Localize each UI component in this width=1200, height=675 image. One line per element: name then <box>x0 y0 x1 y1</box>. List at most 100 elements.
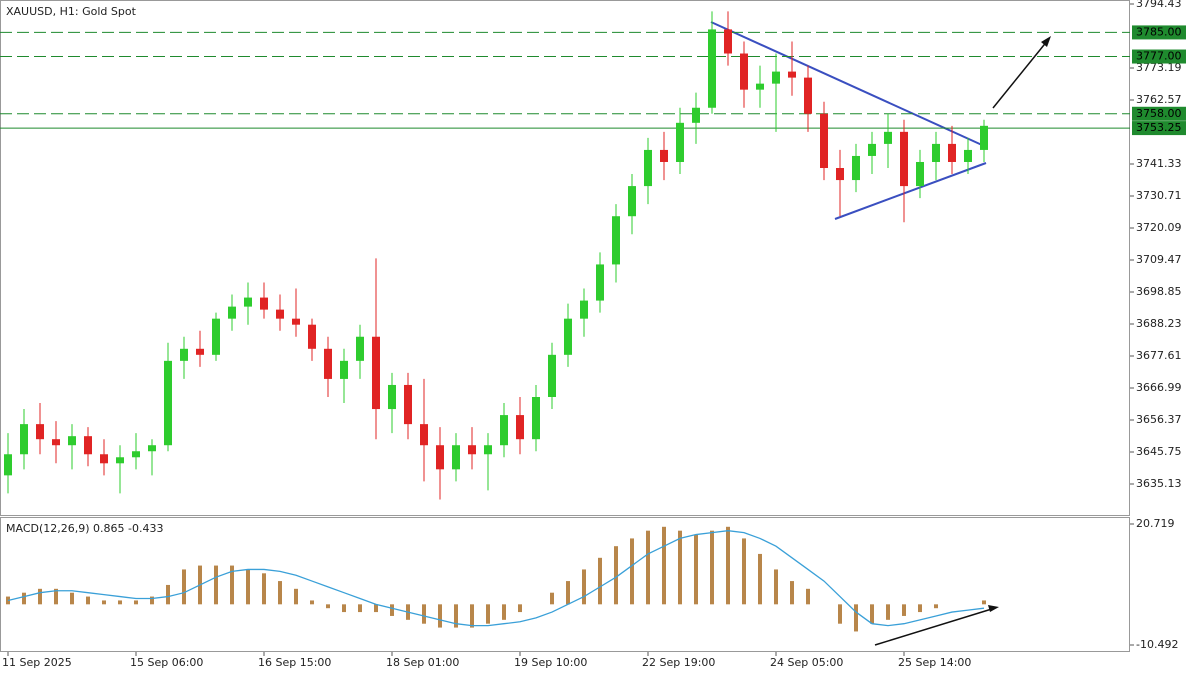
macd-bar <box>278 581 282 605</box>
macd-bar <box>246 569 250 605</box>
candle-body <box>724 29 732 54</box>
candle-body <box>676 122 684 162</box>
candle-body <box>692 107 700 123</box>
candle-body <box>4 454 12 476</box>
macd-bar <box>598 557 602 605</box>
candle-body <box>740 53 748 90</box>
x-tick-label: 19 Sep 10:00 <box>514 656 587 669</box>
x-tick-label: 11 Sep 2025 <box>2 656 72 669</box>
macd-bar <box>918 604 922 613</box>
macd-bar <box>86 596 90 605</box>
macd-bar <box>726 526 730 605</box>
level-label: 3758.00 <box>1136 107 1182 120</box>
macd-bar <box>646 530 650 605</box>
macd-bar <box>438 604 442 628</box>
y-tick-label: 3773.19 <box>1136 61 1182 74</box>
candle-body <box>708 29 716 108</box>
x-tick-label: 22 Sep 19:00 <box>642 656 715 669</box>
candle-body <box>228 306 236 319</box>
macd-bar <box>502 604 506 620</box>
candle-body <box>548 354 556 398</box>
candle-body <box>436 445 444 470</box>
candle-body <box>164 360 172 446</box>
candle-body <box>372 336 380 410</box>
y-tick-label: 3677.61 <box>1136 349 1182 362</box>
candle-body <box>948 143 956 162</box>
y-tick-label: 3741.33 <box>1136 157 1182 170</box>
arrow <box>992 39 1049 109</box>
macd-bar <box>790 581 794 605</box>
candle-body <box>308 324 316 349</box>
macd-bar <box>614 546 618 605</box>
candle-body <box>420 424 428 446</box>
candle-body <box>356 336 364 361</box>
candle-body <box>836 168 844 181</box>
candle-body <box>644 149 652 187</box>
macd-pane-frame <box>0 517 1130 652</box>
candle-body <box>276 309 284 319</box>
candle-body <box>932 143 940 162</box>
macd-bar <box>870 604 874 624</box>
macd-bar <box>854 604 858 632</box>
candle-body <box>772 71 780 84</box>
x-tick-label: 15 Sep 06:00 <box>130 656 203 669</box>
macd-bar <box>150 596 154 605</box>
macd-bar <box>902 604 906 616</box>
macd-bar <box>678 530 682 605</box>
level-label-box <box>1132 25 1186 40</box>
y-tick-label: 3794.43 <box>1136 0 1182 10</box>
macd-bar <box>166 584 170 605</box>
trendlines <box>710 21 1049 646</box>
macd-bar <box>422 604 426 624</box>
candle-body <box>84 436 92 455</box>
candle-body <box>532 397 540 440</box>
macd-bar <box>326 604 330 609</box>
candle-body <box>196 348 204 355</box>
current-price-box <box>1132 121 1186 136</box>
arrow-head <box>1041 36 1051 47</box>
candle-body <box>68 436 76 446</box>
candle-body <box>244 297 252 307</box>
macd-bar <box>838 604 842 624</box>
candle-body <box>452 445 460 470</box>
macd-title: MACD(12,26,9) 0.865 -0.433 <box>6 522 164 535</box>
x-tick-label: 24 Sep 05:00 <box>770 656 843 669</box>
macd-bar <box>214 565 218 605</box>
candle-body <box>100 454 108 464</box>
candle-body <box>820 113 828 169</box>
y-tick-label: 3666.99 <box>1136 381 1182 394</box>
y-tick-label: 3720.09 <box>1136 221 1182 234</box>
y-tick-label: 3730.71 <box>1136 189 1182 202</box>
y-tick-label: 3698.85 <box>1136 285 1182 298</box>
candle-body <box>212 318 220 355</box>
current-price-label: 3753.25 <box>1136 121 1182 134</box>
macd-bar <box>54 588 58 605</box>
macd-bar <box>358 604 362 613</box>
y-tick-label: -10.492 <box>1136 638 1178 651</box>
y-tick-label: 3762.57 <box>1136 93 1182 106</box>
macd-bar <box>982 600 986 605</box>
macd-bar <box>742 538 746 605</box>
macd-bar <box>774 569 778 605</box>
candle-body <box>916 161 924 187</box>
macd-bar <box>454 604 458 628</box>
macd-bar <box>886 604 890 620</box>
macd-bar <box>630 538 634 605</box>
candle-body <box>484 445 492 455</box>
x-tick-label: 25 Sep 14:00 <box>898 656 971 669</box>
y-tick-label: 3656.37 <box>1136 413 1182 426</box>
candle-body <box>388 384 396 410</box>
candle-body <box>148 445 156 452</box>
candle-body <box>884 131 892 144</box>
level-label-box <box>1132 49 1186 64</box>
macd-bar <box>758 553 762 605</box>
candle-body <box>868 143 876 156</box>
candle-body <box>292 318 300 325</box>
macd-bar <box>582 569 586 605</box>
candle-body <box>612 216 620 265</box>
candle-body <box>324 348 332 379</box>
y-tick-label: 20.719 <box>1136 517 1175 530</box>
candle-body <box>404 384 412 425</box>
macd-bar <box>310 600 314 605</box>
macd-bar <box>294 588 298 605</box>
